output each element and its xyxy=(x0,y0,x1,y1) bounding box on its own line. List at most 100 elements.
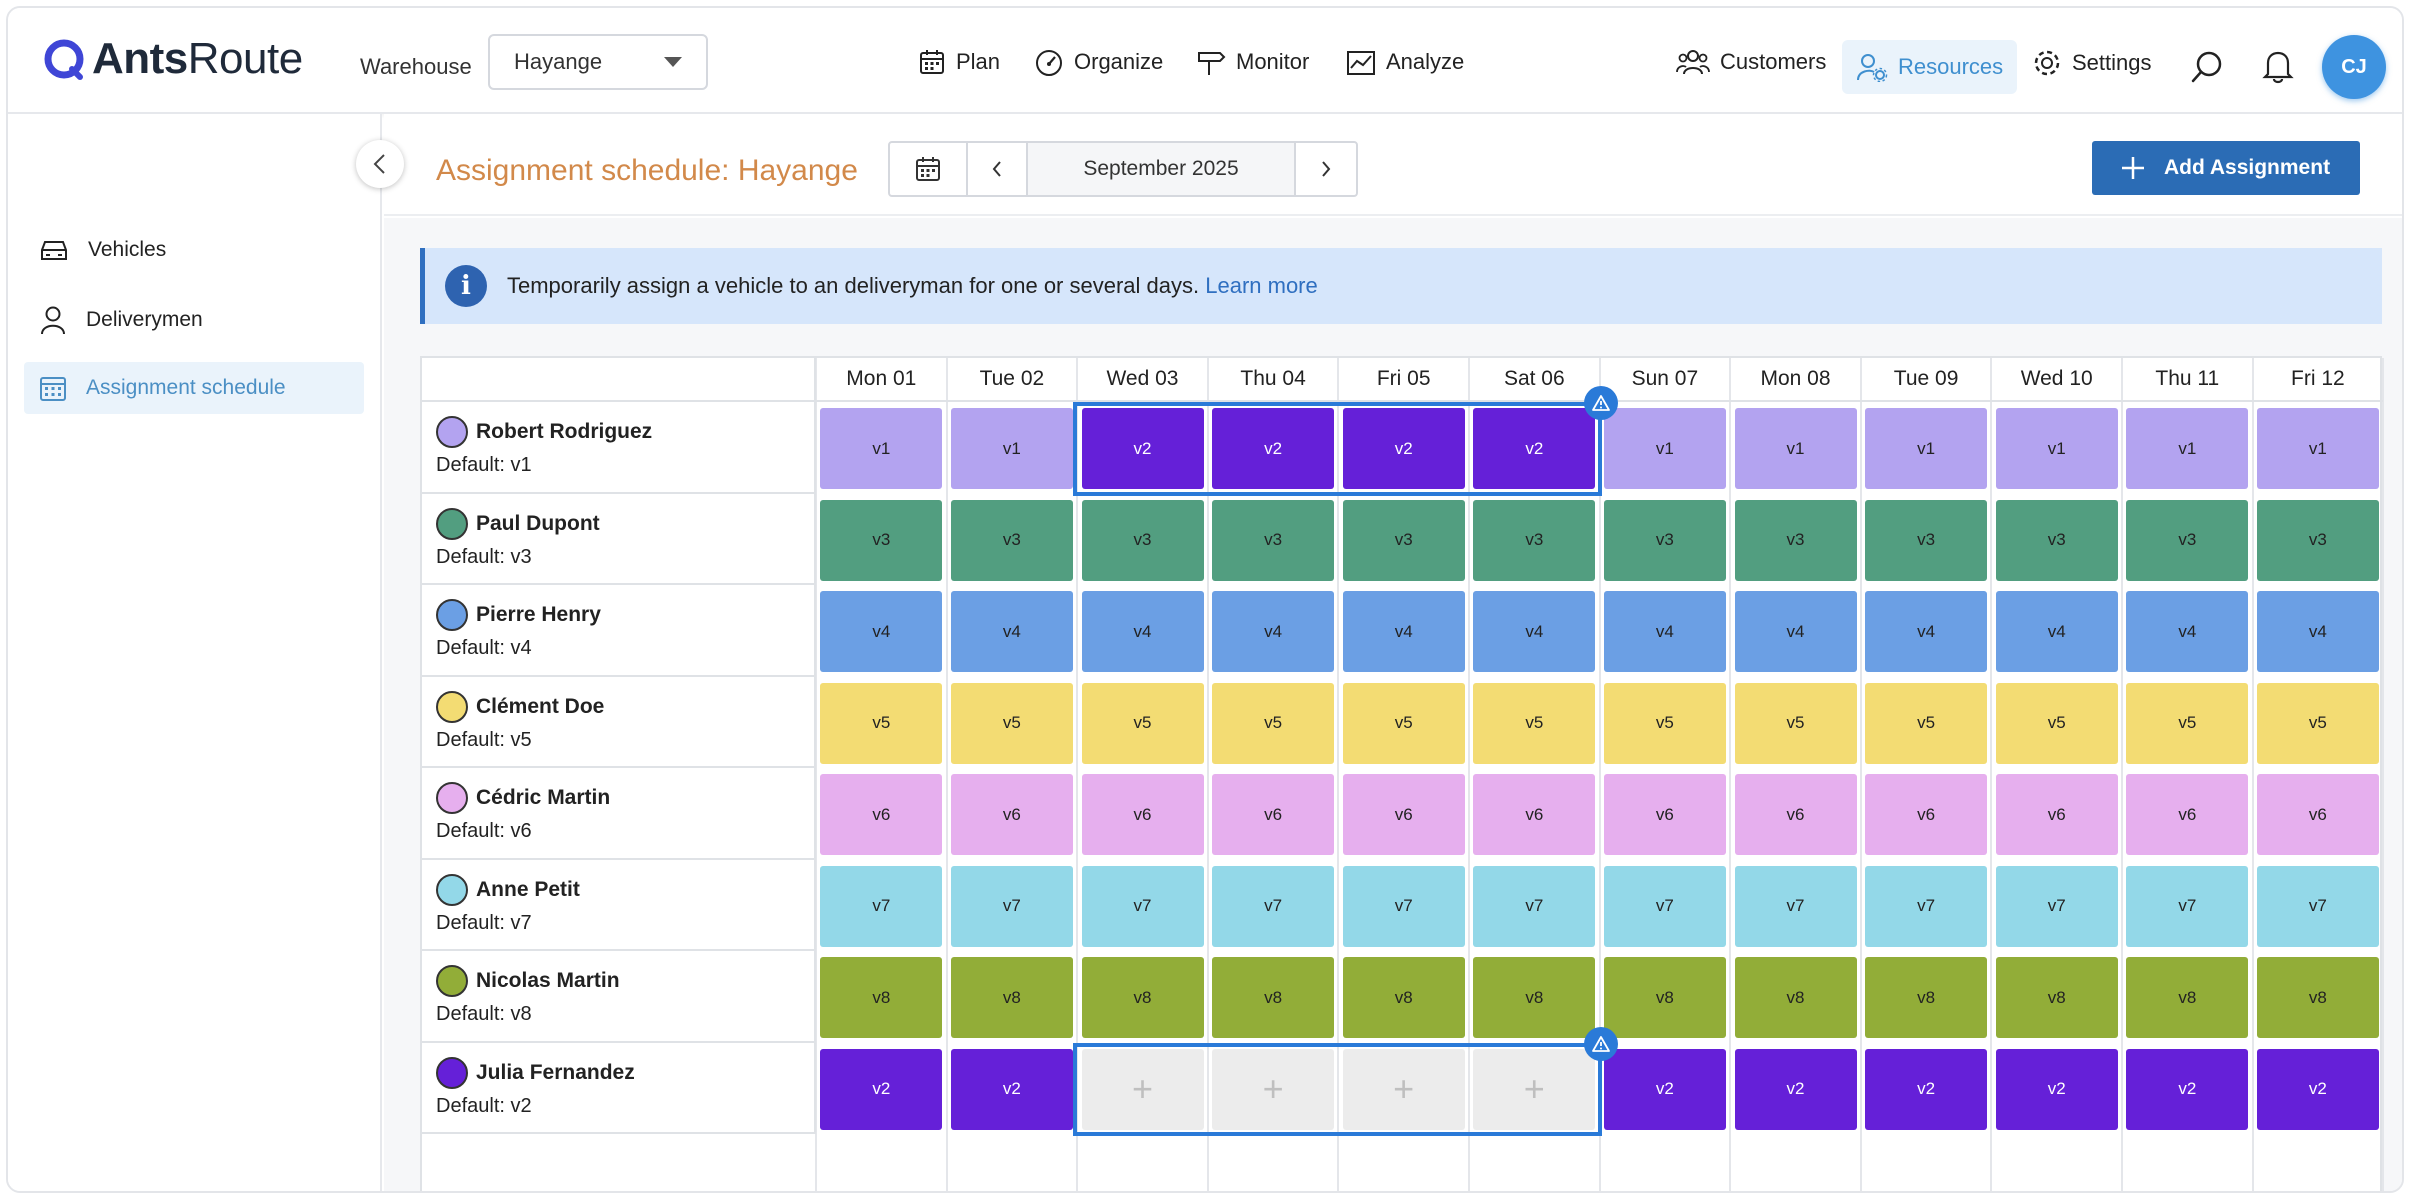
vehicle-cell[interactable]: v3 xyxy=(1212,499,1335,581)
vehicle-cell[interactable]: v3 xyxy=(1734,499,1857,581)
vehicle-cell[interactable]: v2 xyxy=(820,1048,943,1130)
vehicle-cell[interactable]: v3 xyxy=(1081,499,1204,581)
vehicle-cell[interactable]: v2 xyxy=(1865,1048,1988,1130)
vehicle-cell[interactable]: v2 xyxy=(1734,1048,1857,1130)
nav-analyze[interactable]: Analyze xyxy=(1346,48,1464,76)
vehicle-cell[interactable]: v3 xyxy=(950,499,1073,581)
vehicle-cell[interactable]: v2 xyxy=(2126,1048,2249,1130)
vehicle-cell[interactable]: v1 xyxy=(2126,408,2249,490)
vehicle-cell[interactable]: v4 xyxy=(1995,591,2118,673)
vehicle-cell[interactable]: v8 xyxy=(1212,957,1335,1039)
vehicle-cell[interactable]: v5 xyxy=(2256,682,2379,764)
vehicle-cell[interactable]: v3 xyxy=(1995,499,2118,581)
deliveryman-row-label[interactable]: Pierre Henry Default: v4 xyxy=(422,585,816,677)
vehicle-cell[interactable]: v4 xyxy=(2126,591,2249,673)
vehicle-cell[interactable]: v1 xyxy=(950,408,1073,490)
calendar-picker-button[interactable] xyxy=(890,143,968,195)
vehicle-cell[interactable]: v2 xyxy=(1342,408,1465,490)
vehicle-cell[interactable]: v3 xyxy=(1473,499,1596,581)
vehicle-cell[interactable]: v5 xyxy=(1473,682,1596,764)
deliveryman-row-label[interactable]: Anne Petit Default: v7 xyxy=(422,859,816,951)
nav-settings[interactable]: Settings xyxy=(2032,48,2152,78)
vehicle-cell[interactable]: v6 xyxy=(1212,774,1335,856)
vehicle-cell[interactable]: v8 xyxy=(1473,957,1596,1039)
vehicle-cell[interactable]: v7 xyxy=(2256,865,2379,947)
warning-icon[interactable] xyxy=(1583,386,1618,420)
vehicle-cell[interactable]: v3 xyxy=(1342,499,1465,581)
vehicle-cell[interactable]: v6 xyxy=(820,774,943,856)
vehicle-cell[interactable]: v5 xyxy=(1081,682,1204,764)
vehicle-cell[interactable]: v3 xyxy=(2126,499,2249,581)
deliveryman-row-label[interactable]: Nicolas Martin Default: v8 xyxy=(422,951,816,1043)
vehicle-cell[interactable]: v4 xyxy=(2256,591,2379,673)
vehicle-cell[interactable]: v5 xyxy=(1212,682,1335,764)
vehicle-cell[interactable]: v7 xyxy=(820,865,943,947)
bell-icon[interactable] xyxy=(2262,48,2294,84)
vehicle-cell[interactable]: v6 xyxy=(2126,774,2249,856)
sidebar-item-deliverymen[interactable]: Deliverymen xyxy=(24,294,364,346)
vehicle-cell[interactable]: v7 xyxy=(1212,865,1335,947)
vehicle-cell[interactable]: v5 xyxy=(1603,682,1726,764)
deliveryman-row-label[interactable]: Robert Rodriguez Default: v1 xyxy=(422,402,816,494)
vehicle-cell[interactable]: v6 xyxy=(1081,774,1204,856)
empty-assignment-cell[interactable]: + xyxy=(1473,1048,1596,1130)
vehicle-cell[interactable]: v1 xyxy=(820,408,943,490)
empty-assignment-cell[interactable]: + xyxy=(1081,1048,1204,1130)
vehicle-cell[interactable]: v5 xyxy=(1734,682,1857,764)
vehicle-cell[interactable]: v3 xyxy=(1603,499,1726,581)
vehicle-cell[interactable]: v8 xyxy=(1603,957,1726,1039)
vehicle-cell[interactable]: v3 xyxy=(2256,499,2379,581)
nav-plan[interactable]: Plan xyxy=(918,48,1000,76)
deliveryman-row-label[interactable]: Paul Dupont Default: v3 xyxy=(422,493,816,585)
add-assignment-button[interactable]: Add Assignment xyxy=(2092,141,2360,195)
vehicle-cell[interactable]: v6 xyxy=(1473,774,1596,856)
vehicle-cell[interactable]: v7 xyxy=(1995,865,2118,947)
brand-logo[interactable]: AntsRoute xyxy=(42,34,303,84)
vehicle-cell[interactable]: v2 xyxy=(2256,1048,2379,1130)
vehicle-cell[interactable]: v5 xyxy=(820,682,943,764)
vehicle-cell[interactable]: v6 xyxy=(1865,774,1988,856)
vehicle-cell[interactable]: v1 xyxy=(1603,408,1726,490)
vehicle-cell[interactable]: v8 xyxy=(1081,957,1204,1039)
vehicle-cell[interactable]: v6 xyxy=(950,774,1073,856)
nav-resources[interactable]: Resources xyxy=(1842,40,2018,94)
vehicle-cell[interactable]: v8 xyxy=(1342,957,1465,1039)
vehicle-cell[interactable]: v4 xyxy=(1734,591,1857,673)
vehicle-cell[interactable]: v7 xyxy=(1603,865,1726,947)
prev-month-button[interactable] xyxy=(968,143,1028,195)
vehicle-cell[interactable]: v2 xyxy=(1473,408,1596,490)
vehicle-cell[interactable]: v7 xyxy=(950,865,1073,947)
vehicle-cell[interactable]: v6 xyxy=(1342,774,1465,856)
vehicle-cell[interactable]: v6 xyxy=(1734,774,1857,856)
vehicle-cell[interactable]: v4 xyxy=(820,591,943,673)
vehicle-cell[interactable]: v7 xyxy=(1081,865,1204,947)
vehicle-cell[interactable]: v7 xyxy=(1473,865,1596,947)
vehicle-cell[interactable]: v8 xyxy=(2256,957,2379,1039)
vehicle-cell[interactable]: v4 xyxy=(1603,591,1726,673)
vehicle-cell[interactable]: v3 xyxy=(1865,499,1988,581)
avatar[interactable]: CJ xyxy=(2322,35,2386,99)
vehicle-cell[interactable]: v3 xyxy=(820,499,943,581)
empty-assignment-cell[interactable]: + xyxy=(1212,1048,1335,1130)
empty-assignment-cell[interactable]: + xyxy=(1342,1048,1465,1130)
vehicle-cell[interactable]: v1 xyxy=(1865,408,1988,490)
vehicle-cell[interactable]: v7 xyxy=(2126,865,2249,947)
vehicle-cell[interactable]: v8 xyxy=(1734,957,1857,1039)
vehicle-cell[interactable]: v1 xyxy=(1734,408,1857,490)
vehicle-cell[interactable]: v4 xyxy=(1081,591,1204,673)
nav-monitor[interactable]: Monitor xyxy=(1196,48,1309,76)
vehicle-cell[interactable]: v7 xyxy=(1342,865,1465,947)
vehicle-cell[interactable]: v1 xyxy=(2256,408,2379,490)
vehicle-cell[interactable]: v5 xyxy=(2126,682,2249,764)
deliveryman-row-label[interactable]: Julia Fernandez Default: v2 xyxy=(422,1042,816,1134)
sidebar-collapse-button[interactable] xyxy=(356,140,404,188)
vehicle-cell[interactable]: v8 xyxy=(1865,957,1988,1039)
vehicle-cell[interactable]: v6 xyxy=(1995,774,2118,856)
vehicle-cell[interactable]: v2 xyxy=(1995,1048,2118,1130)
search-icon[interactable] xyxy=(2190,50,2224,84)
vehicle-cell[interactable]: v4 xyxy=(1342,591,1465,673)
vehicle-cell[interactable]: v8 xyxy=(820,957,943,1039)
vehicle-cell[interactable]: v5 xyxy=(1342,682,1465,764)
warning-icon[interactable] xyxy=(1583,1026,1618,1061)
vehicle-cell[interactable]: v5 xyxy=(950,682,1073,764)
